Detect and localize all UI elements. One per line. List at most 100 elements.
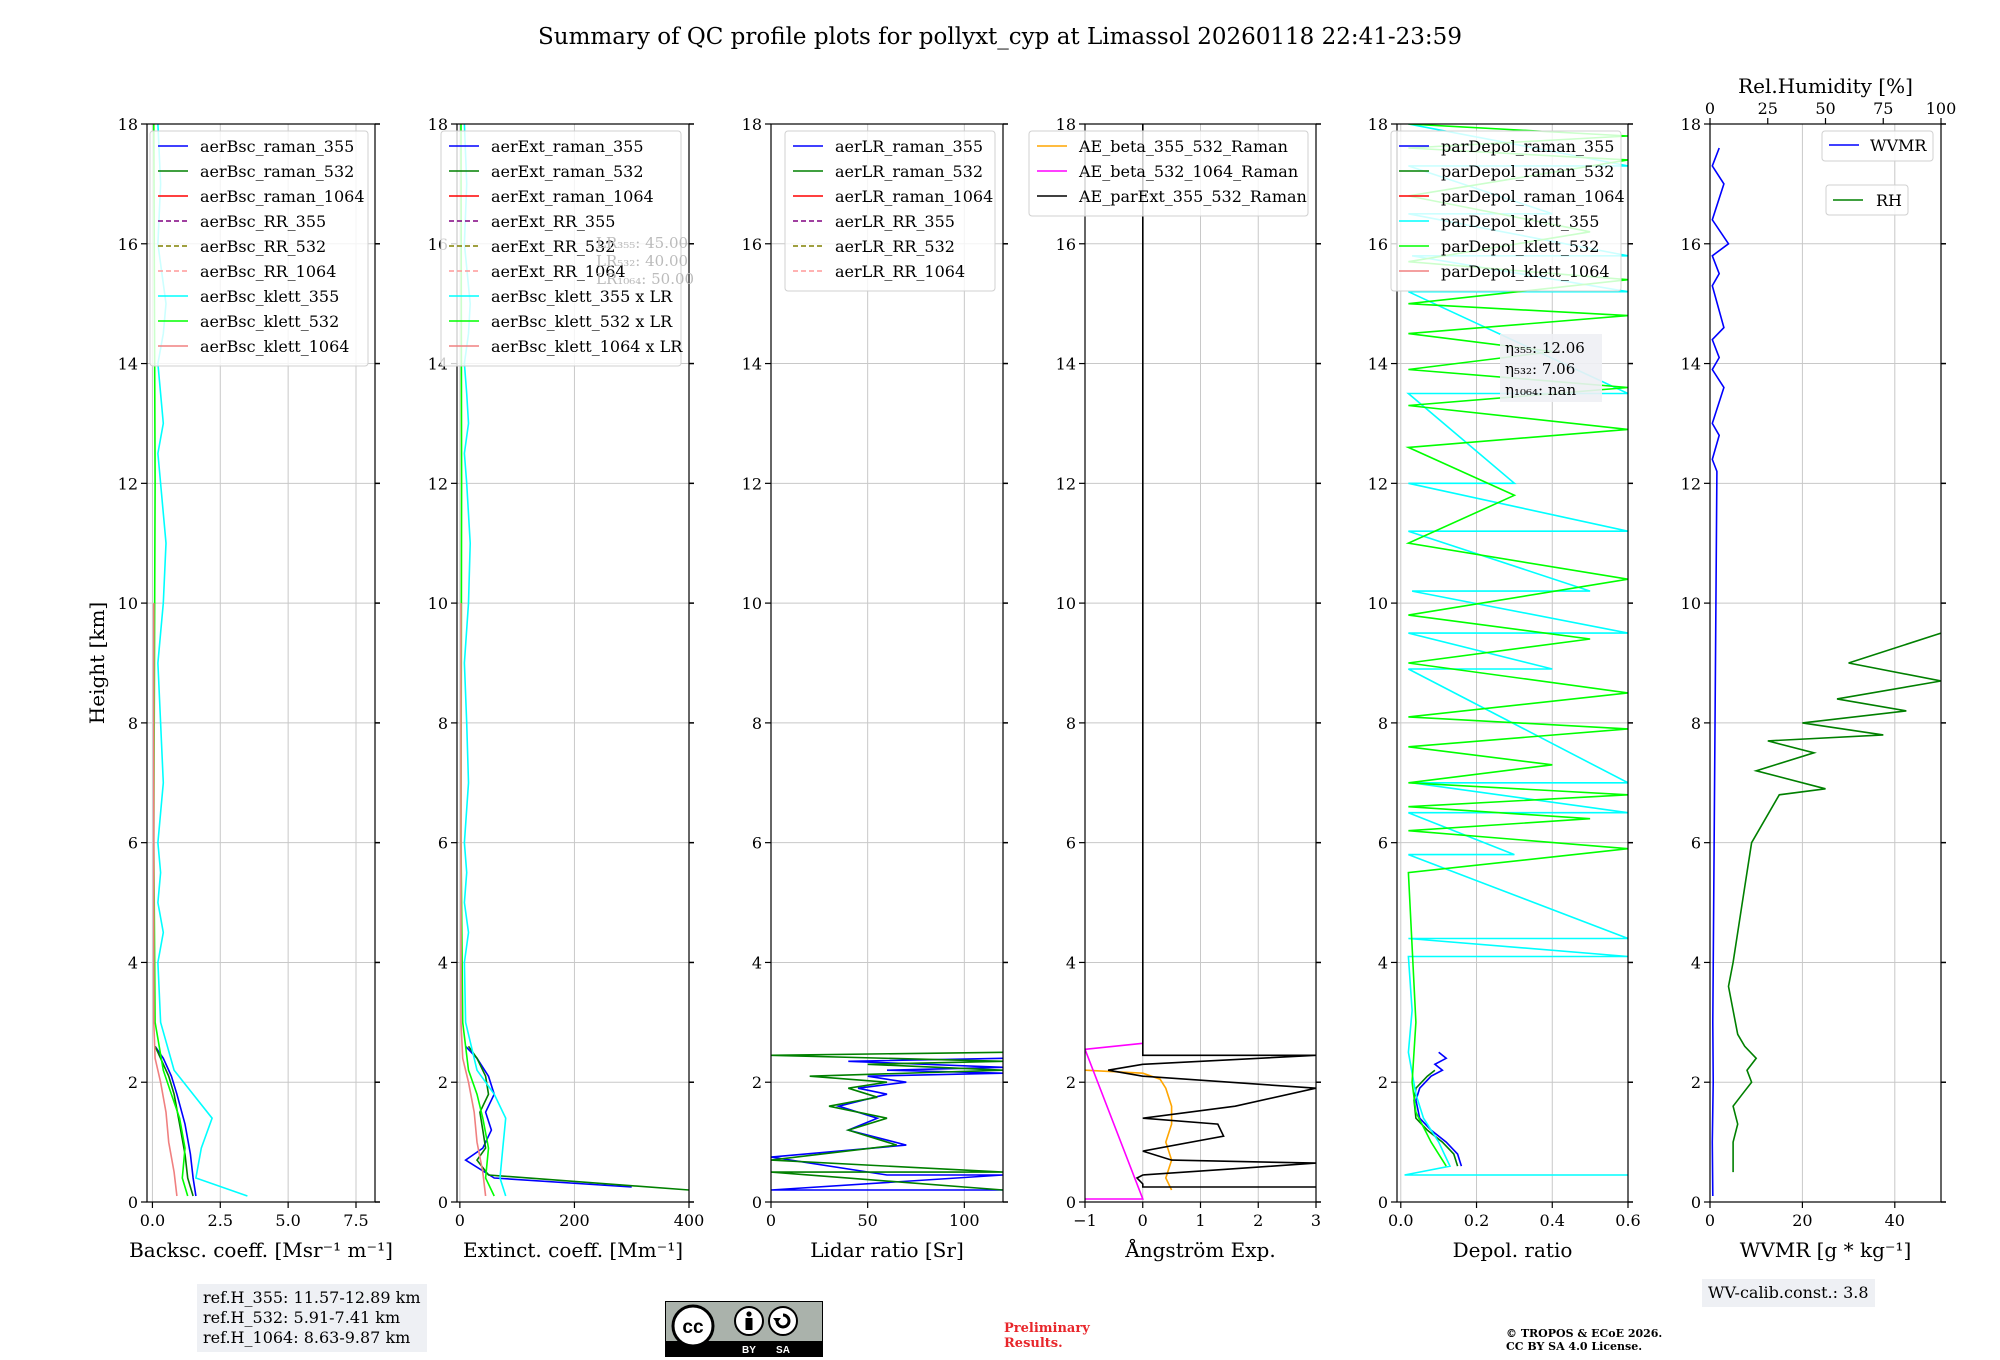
series-line-aerLR_raman_532 — [771, 1051, 1003, 1191]
ytick-label: 12 — [118, 474, 138, 493]
legend-label: aerExt_RR_1064 — [491, 262, 626, 281]
xtick-label: 5.0 — [275, 1211, 300, 1230]
legend-label: WVMR — [1870, 136, 1927, 155]
ytick-label: 6 — [1378, 834, 1388, 853]
legend-label: aerLR_RR_532 — [835, 237, 955, 256]
ytick-label: 4 — [1066, 953, 1076, 972]
ytick-label: 18 — [118, 115, 138, 134]
ytick-label: 6 — [438, 834, 448, 853]
legend-label: aerLR_raman_1064 — [835, 187, 993, 206]
legend-label: aerExt_RR_355 — [491, 212, 615, 231]
ytick-label: 10 — [118, 594, 138, 613]
ytick-label: 16 — [742, 235, 762, 254]
legend-label: parDepol_raman_355 — [1441, 137, 1614, 156]
legend-label: parDepol_raman_1064 — [1441, 187, 1625, 206]
ytick-label: 14 — [1368, 355, 1388, 374]
series-line-aerExt_raman_355 — [464, 1045, 632, 1188]
lidar-ratio-annotation: LR₁₀₆₄: 50.00 — [596, 270, 694, 288]
legend-label: aerBsc_klett_1064 x LR — [491, 337, 683, 356]
ytick-label: 6 — [1691, 834, 1701, 853]
legend-label: aerBsc_klett_1064 — [200, 337, 349, 356]
figure-title: Summary of QC profile plots for pollyxt_… — [538, 24, 1462, 50]
by-label: BY — [742, 1345, 756, 1356]
legend-rh: RH — [1825, 184, 1909, 216]
axes-frame — [1709, 123, 1942, 1203]
ytick-label: 4 — [1691, 953, 1701, 972]
x-axis-label: Depol. ratio — [1453, 1238, 1573, 1262]
ytick-label: 4 — [1378, 953, 1388, 972]
ytick-label: 16 — [1681, 235, 1701, 254]
ytick-label: 14 — [1681, 355, 1701, 374]
legend-label: aerBsc_RR_355 — [200, 212, 326, 231]
legend-box — [784, 130, 996, 292]
ytick-label: 8 — [438, 714, 448, 733]
xtick-label: 0 — [1705, 1211, 1715, 1230]
ytick-label: 2 — [438, 1073, 448, 1092]
xtick-label: 400 — [674, 1211, 705, 1230]
ytick-label: 18 — [742, 115, 762, 134]
ytick-label: 0 — [128, 1193, 138, 1212]
legend-label: aerLR_raman_532 — [835, 162, 983, 181]
ytick-label: 16 — [1056, 235, 1076, 254]
ytick-label: 10 — [742, 594, 762, 613]
ytick-label: 18 — [428, 115, 448, 134]
xtick-label: 1 — [1195, 1211, 1205, 1230]
ytick-label: 8 — [1066, 714, 1076, 733]
legend-label: aerBsc_raman_355 — [200, 137, 354, 156]
ytick-label: 10 — [428, 594, 448, 613]
xtick-label: 0.0 — [140, 1211, 165, 1230]
ytick-label: 16 — [118, 235, 138, 254]
xtick-label: 40 — [1885, 1211, 1905, 1230]
xtick-label: 3 — [1311, 1211, 1321, 1230]
xtick-label: 0.4 — [1540, 1211, 1565, 1230]
series-group — [1711, 147, 1941, 1197]
ytick-label: 2 — [752, 1073, 762, 1092]
legend-label: aerLR_RR_355 — [835, 212, 955, 231]
cc-by-sa-license-badge: cc BY SA — [665, 1301, 823, 1357]
legend-label: aerBsc_RR_532 — [200, 237, 326, 256]
xtick-top-label: 75 — [1873, 99, 1893, 118]
ytick-label: 8 — [752, 714, 762, 733]
legend-label: aerLR_raman_355 — [835, 137, 983, 156]
legend-label: AE_parExt_355_532_Raman — [1078, 187, 1307, 206]
ytick-label: 4 — [128, 953, 138, 972]
xtick-label: 0 — [766, 1211, 776, 1230]
ytick-label: 12 — [428, 474, 448, 493]
legend: AE_beta_355_532_Raman AE_beta_532_1064_Ra… — [1028, 130, 1309, 217]
lidar-ratio-annotation: LR₅₃₂: 40.00 — [596, 252, 688, 270]
xtick-top-label: 100 — [1926, 99, 1957, 118]
xtick-label: 100 — [949, 1211, 980, 1230]
ytick-label: 12 — [1368, 474, 1388, 493]
legend-label: parDepol_klett_532 — [1441, 237, 1599, 256]
axes-frame — [456, 123, 690, 1203]
series-line-parDepol_raman_532 — [1413, 1069, 1459, 1167]
ytick-label: 18 — [1681, 115, 1701, 134]
legend-label: aerExt_raman_1064 — [491, 187, 654, 206]
ytick-label: 8 — [128, 714, 138, 733]
x-axis-label: Ångström Exp. — [1124, 1237, 1275, 1262]
legend-label: aerExt_raman_355 — [491, 137, 644, 156]
eta-annotation: η₁₀₆₄: nan — [1505, 381, 1576, 399]
ytick-label: 18 — [1056, 115, 1076, 134]
eta-annotation-box — [1500, 334, 1602, 402]
series-line-AE_parExt_355_532_Raman — [1107, 124, 1316, 1188]
legend: parDepol_raman_355 parDepol_raman_532 parD… — [1390, 130, 1625, 292]
eta-annotation: η₅₃₂: 7.06 — [1505, 360, 1575, 378]
series-line-AE_beta_355_532_Raman — [1085, 1069, 1173, 1191]
legend-label: aerBsc_klett_532 x LR — [491, 312, 673, 331]
legend-label: aerLR_RR_1064 — [835, 262, 965, 281]
copyright-note: © TROPOS & ECoE 2026. CC BY SA 4.0 Licen… — [1506, 1327, 1662, 1353]
legend-label: aerBsc_klett_355 x LR — [491, 287, 673, 306]
copyright-line-1: © TROPOS & ECoE 2026. — [1506, 1327, 1663, 1340]
series-line-aerBsc_klett_1064 x LR — [460, 603, 487, 1197]
top-axis-label: Rel.Humidity [%] — [1738, 74, 1913, 98]
legend-label: parDepol_klett_355 — [1441, 212, 1599, 231]
axes-frame — [1396, 123, 1629, 1203]
series-line-aerBsc_klett_1064 — [153, 603, 178, 1197]
xtick-label: 0 — [1138, 1211, 1148, 1230]
ytick-label: 16 — [1368, 235, 1388, 254]
preliminary-line-2: Results. — [1004, 1336, 1063, 1351]
xtick-label: −1 — [1073, 1211, 1097, 1230]
cc-icon: cc — [682, 1317, 704, 1338]
